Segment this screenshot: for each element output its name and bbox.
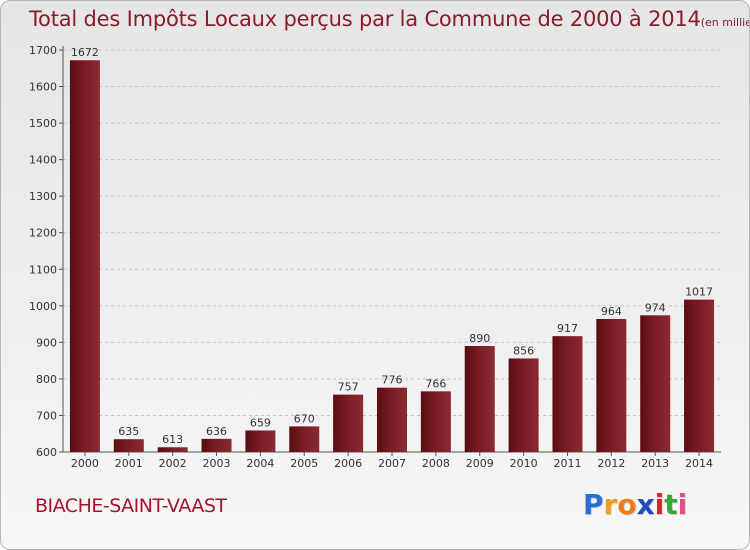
data-label: 757 — [338, 381, 359, 394]
data-label: 635 — [118, 425, 139, 438]
bar — [596, 318, 627, 452]
data-label: 856 — [513, 344, 534, 357]
y-tick-label: 1100 — [29, 263, 57, 276]
x-tick-label: 2011 — [553, 457, 581, 470]
x-tick-label: 2003 — [203, 457, 231, 470]
logo-letter: x — [636, 488, 655, 521]
bar — [508, 358, 539, 452]
data-label: 613 — [162, 433, 183, 446]
y-tick-label: 1700 — [29, 44, 57, 57]
data-label: 636 — [206, 425, 227, 438]
x-tick-label: 2002 — [159, 457, 187, 470]
x-tick-label: 2014 — [685, 457, 713, 470]
logo-letter: r — [603, 488, 618, 521]
y-tick-label: 700 — [36, 409, 57, 422]
bar — [289, 426, 320, 452]
data-label: 766 — [425, 377, 446, 390]
bar — [377, 387, 407, 452]
bar — [245, 430, 276, 452]
bar — [69, 60, 100, 452]
x-tick-label: 2007 — [378, 457, 406, 470]
bar — [640, 315, 671, 452]
data-label: 964 — [601, 305, 622, 318]
bar — [464, 346, 495, 452]
y-tick-label: 800 — [36, 373, 57, 386]
logo-letter: i — [677, 488, 688, 521]
bar — [420, 391, 451, 452]
y-tick-label: 1300 — [29, 190, 57, 203]
chart-title: Total des Impôts Locaux perçus par la Co… — [29, 7, 749, 31]
y-tick-label: 1500 — [29, 117, 57, 130]
x-tick-label: 2012 — [597, 457, 625, 470]
x-tick-label: 2005 — [290, 457, 318, 470]
bar — [684, 299, 715, 452]
x-tick-label: 2004 — [246, 457, 274, 470]
bar — [113, 439, 144, 452]
chart-title-text: Total des Impôts Locaux perçus par la Co… — [29, 7, 701, 31]
commune-name: BIACHE-SAINT-VAAST — [35, 495, 227, 517]
bar — [333, 394, 364, 452]
data-label: 1672 — [71, 46, 99, 59]
chart-title-unit: (en milliers d'€) — [700, 16, 749, 29]
y-tick-label: 900 — [36, 336, 57, 349]
x-tick-label: 2001 — [115, 457, 143, 470]
proxiti-logo: Proxiti — [583, 488, 687, 521]
data-label: 1017 — [685, 286, 713, 299]
x-tick-label: 2010 — [510, 457, 538, 470]
bar — [201, 438, 232, 452]
y-tick-label: 1000 — [29, 300, 57, 313]
data-label: 659 — [250, 416, 271, 429]
x-tick-label: 2008 — [422, 457, 450, 470]
logo-letter: i — [654, 488, 665, 521]
logo-letter: t — [664, 488, 678, 521]
y-tick-label: 1600 — [29, 81, 57, 94]
bar — [552, 336, 583, 452]
y-tick-label: 1400 — [29, 154, 57, 167]
logo-letter: o — [617, 488, 637, 521]
data-label: 670 — [294, 412, 315, 425]
x-tick-label: 2013 — [641, 457, 669, 470]
x-tick-label: 2000 — [71, 457, 99, 470]
x-tick-label: 2006 — [334, 457, 362, 470]
data-label: 890 — [469, 332, 490, 345]
x-tick-label: 2009 — [466, 457, 494, 470]
logo-letter: P — [583, 488, 604, 521]
data-label: 917 — [557, 322, 578, 335]
bar — [157, 447, 188, 452]
y-tick-label: 600 — [36, 446, 57, 459]
data-label: 776 — [382, 374, 403, 387]
data-label: 974 — [645, 301, 666, 314]
y-tick-label: 1200 — [29, 227, 57, 240]
